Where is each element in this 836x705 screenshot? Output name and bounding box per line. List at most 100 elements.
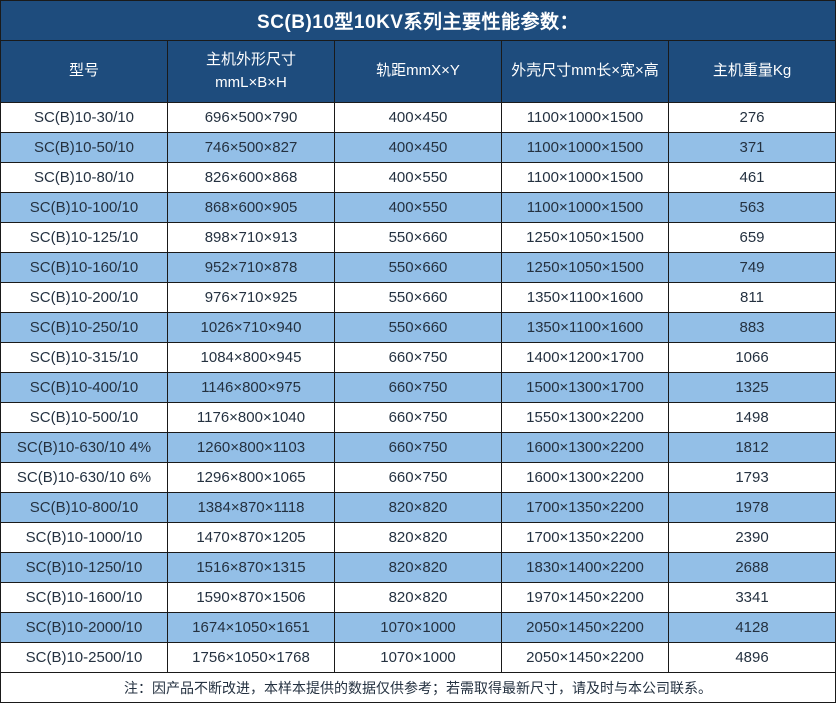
cell-gauge: 550×660 — [334, 312, 502, 343]
cell-unit-size: 826×600×868 — [167, 162, 335, 193]
cell-weight: 1978 — [668, 492, 836, 523]
cell-shell-size: 1100×1000×1500 — [501, 192, 669, 223]
column-header-model: 型号 — [0, 40, 168, 103]
cell-model: SC(B)10-2000/10 — [0, 612, 168, 643]
cell-model: SC(B)10-100/10 — [0, 192, 168, 223]
cell-gauge: 400×450 — [334, 132, 502, 163]
table-body: SC(B)10-30/10 696×500×790 400×450 1100×1000… — [0, 102, 836, 673]
table-row: SC(B)10-80/10 826×600×868 400×550 1100×1000… — [0, 162, 836, 193]
cell-weight: 461 — [668, 162, 836, 193]
cell-gauge: 820×820 — [334, 582, 502, 613]
cell-weight: 276 — [668, 102, 836, 133]
cell-gauge: 660×750 — [334, 432, 502, 463]
table-row: SC(B)10-500/10 1176×800×1040 660×750 1550×1… — [0, 402, 836, 433]
cell-gauge: 820×820 — [334, 492, 502, 523]
cell-shell-size: 1500×1300×1700 — [501, 372, 669, 403]
footer-note: 注：因产品不断改进，本样本提供的数据仅供参考；若需取得最新尺寸，请及时与本公司联… — [0, 672, 836, 703]
cell-weight: 1066 — [668, 342, 836, 373]
cell-model: SC(B)10-200/10 — [0, 282, 168, 313]
cell-weight: 2390 — [668, 522, 836, 553]
cell-shell-size: 1100×1000×1500 — [501, 162, 669, 193]
table-row: SC(B)10-100/10 868×600×905 400×550 1100×100… — [0, 192, 836, 223]
cell-gauge: 1070×1000 — [334, 612, 502, 643]
cell-shell-size: 1100×1000×1500 — [501, 102, 669, 133]
cell-model: SC(B)10-50/10 — [0, 132, 168, 163]
cell-model: SC(B)10-400/10 — [0, 372, 168, 403]
table-row: SC(B)10-125/10 898×710×913 550×660 1250×105… — [0, 222, 836, 253]
cell-weight: 563 — [668, 192, 836, 223]
cell-gauge: 660×750 — [334, 402, 502, 433]
cell-model: SC(B)10-315/10 — [0, 342, 168, 373]
cell-shell-size: 1250×1050×1500 — [501, 222, 669, 253]
cell-shell-size: 1600×1300×2200 — [501, 432, 669, 463]
cell-weight: 4896 — [668, 642, 836, 673]
cell-gauge: 660×750 — [334, 462, 502, 493]
cell-shell-size: 1400×1200×1700 — [501, 342, 669, 373]
cell-gauge: 550×660 — [334, 252, 502, 283]
cell-gauge: 660×750 — [334, 342, 502, 373]
table-row: SC(B)10-200/10 976×710×925 550×660 1350×110… — [0, 282, 836, 313]
cell-weight: 1793 — [668, 462, 836, 493]
cell-shell-size: 1700×1350×2200 — [501, 492, 669, 523]
cell-unit-size: 898×710×913 — [167, 222, 335, 253]
column-header-shell-size: 外壳尺寸mm长×宽×高 — [501, 40, 669, 103]
table-row: SC(B)10-1600/10 1590×870×1506 820×820 1970×… — [0, 582, 836, 613]
cell-model: SC(B)10-2500/10 — [0, 642, 168, 673]
cell-unit-size: 1260×800×1103 — [167, 432, 335, 463]
cell-shell-size: 1350×1100×1600 — [501, 282, 669, 313]
cell-gauge: 820×820 — [334, 522, 502, 553]
page-title: SC(B)10型10KV系列主要性能参数： — [0, 0, 836, 41]
cell-shell-size: 1550×1300×2200 — [501, 402, 669, 433]
table-row: SC(B)10-630/10 4% 1260×800×1103 660×750 160… — [0, 432, 836, 463]
table-row: SC(B)10-400/10 1146×800×975 660×750 1500×13… — [0, 372, 836, 403]
cell-model: SC(B)10-1250/10 — [0, 552, 168, 583]
cell-gauge: 550×660 — [334, 282, 502, 313]
cell-unit-size: 1026×710×940 — [167, 312, 335, 343]
cell-gauge: 400×550 — [334, 162, 502, 193]
table-row: SC(B)10-800/10 1384×870×1118 820×820 1700×1… — [0, 492, 836, 523]
cell-unit-size: 1384×870×1118 — [167, 492, 335, 523]
column-header-gauge: 轨距mmX×Y — [334, 40, 502, 103]
table-row: SC(B)10-50/10 746×500×827 400×450 1100×1000… — [0, 132, 836, 163]
header-row: 型号 主机外形尺寸 mmL×B×H 轨距mmX×Y 外壳尺寸mm长×宽×高 主机重量Kg — [0, 40, 836, 103]
cell-shell-size: 2050×1450×2200 — [501, 642, 669, 673]
cell-weight: 1498 — [668, 402, 836, 433]
cell-model: SC(B)10-630/10 6% — [0, 462, 168, 493]
cell-weight: 883 — [668, 312, 836, 343]
cell-unit-size: 1296×800×1065 — [167, 462, 335, 493]
table-row: SC(B)10-630/10 6% 1296×800×1065 660×750 160… — [0, 462, 836, 493]
cell-unit-size: 952×710×878 — [167, 252, 335, 283]
cell-shell-size: 1830×1400×2200 — [501, 552, 669, 583]
cell-model: SC(B)10-800/10 — [0, 492, 168, 523]
cell-weight: 4128 — [668, 612, 836, 643]
title-row: SC(B)10型10KV系列主要性能参数： — [0, 0, 836, 41]
table-row: SC(B)10-1250/10 1516×870×1315 820×820 1830×… — [0, 552, 836, 583]
cell-unit-size: 746×500×827 — [167, 132, 335, 163]
table-row: SC(B)10-250/10 1026×710×940 550×660 1350×11… — [0, 312, 836, 343]
cell-model: SC(B)10-500/10 — [0, 402, 168, 433]
column-header-weight: 主机重量Kg — [668, 40, 836, 103]
cell-gauge: 550×660 — [334, 222, 502, 253]
cell-shell-size: 2050×1450×2200 — [501, 612, 669, 643]
cell-model: SC(B)10-30/10 — [0, 102, 168, 133]
cell-model: SC(B)10-80/10 — [0, 162, 168, 193]
cell-model: SC(B)10-1600/10 — [0, 582, 168, 613]
cell-weight: 2688 — [668, 552, 836, 583]
cell-model: SC(B)10-250/10 — [0, 312, 168, 343]
table-row: SC(B)10-30/10 696×500×790 400×450 1100×1000… — [0, 102, 836, 133]
cell-unit-size: 1590×870×1506 — [167, 582, 335, 613]
cell-weight: 371 — [668, 132, 836, 163]
table-row: SC(B)10-2500/10 1756×1050×1768 1070×1000 20… — [0, 642, 836, 673]
cell-unit-size: 696×500×790 — [167, 102, 335, 133]
table-row: SC(B)10-315/10 1084×800×945 660×750 1400×12… — [0, 342, 836, 373]
table-row: SC(B)10-1000/10 1470×870×1205 820×820 1700×… — [0, 522, 836, 553]
cell-weight: 1325 — [668, 372, 836, 403]
cell-model: SC(B)10-630/10 4% — [0, 432, 168, 463]
cell-unit-size: 868×600×905 — [167, 192, 335, 223]
note-row: 注：因产品不断改进，本样本提供的数据仅供参考；若需取得最新尺寸，请及时与本公司联… — [0, 672, 836, 703]
cell-model: SC(B)10-160/10 — [0, 252, 168, 283]
cell-gauge: 400×550 — [334, 192, 502, 223]
cell-shell-size: 1600×1300×2200 — [501, 462, 669, 493]
